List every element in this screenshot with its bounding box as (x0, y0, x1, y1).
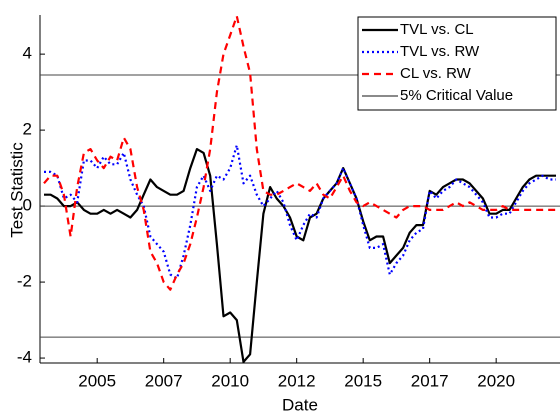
y-tick-label: -4 (17, 348, 32, 367)
y-tick-label: 4 (23, 44, 32, 63)
x-tick-label: 2017 (411, 371, 449, 390)
series-line (43, 15, 556, 291)
y-tick-label: -2 (17, 272, 32, 291)
x-tick-label: 2020 (477, 371, 515, 390)
x-tick-label: 2007 (145, 371, 183, 390)
legend: TVL vs. CL TVL vs. RW CL vs. RW 5% Critical… (357, 16, 557, 111)
x-tick-label: 2010 (211, 371, 249, 390)
y-tick-label: 2 (23, 120, 32, 139)
x-tick-label: 2005 (78, 371, 116, 390)
x-tick-label: 2015 (344, 371, 382, 390)
legend-label: CL vs. RW (400, 65, 472, 82)
y-axis-label: Test Statistic (7, 142, 26, 238)
y-tick-label: 0 (23, 196, 32, 215)
series-line (44, 144, 556, 280)
series-line (44, 148, 556, 363)
legend-box (357, 16, 557, 111)
plot-area (40, 15, 560, 363)
legend-label: 5% Critical Value (400, 87, 513, 104)
legend-label: TVL vs. CL (400, 21, 474, 38)
x-axis-label: Date (282, 395, 318, 414)
x-tick-label: 2012 (278, 371, 316, 390)
legend-label: TVL vs. RW (400, 43, 480, 60)
